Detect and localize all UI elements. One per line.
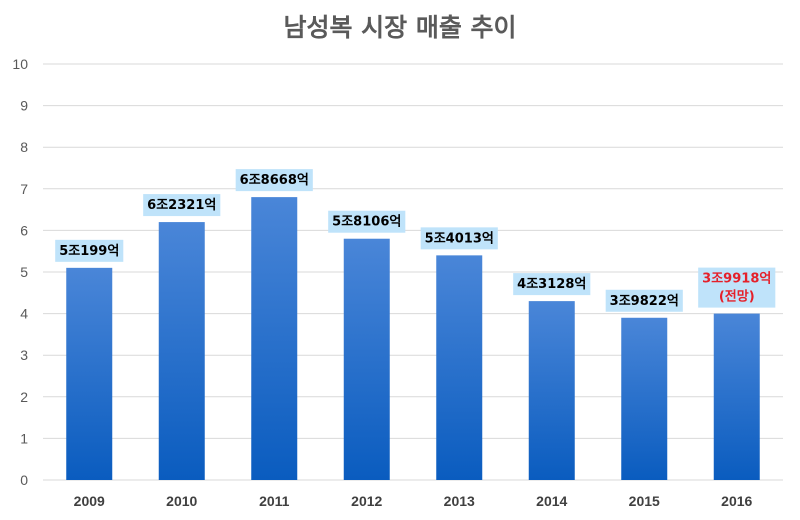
data-label-text: 4조3128억 (517, 277, 586, 292)
chart-title: 남성복 시장 매출 추이 (283, 13, 516, 42)
bar-2011 (251, 197, 298, 480)
x-tick-label: 2011 (259, 493, 290, 509)
y-tick-label: 2 (20, 389, 28, 405)
data-label-background (698, 267, 776, 308)
y-tick-label: 10 (12, 56, 28, 72)
y-tick-label: 6 (20, 222, 28, 238)
data-label-text: 3조9822억 (610, 294, 679, 309)
bar-2013 (436, 255, 483, 480)
data-label-background (513, 273, 591, 296)
x-tick-label: 2016 (721, 493, 752, 509)
x-tick-label: 2014 (536, 493, 567, 509)
y-axis-ticks: 0 1 2 3 4 5 6 7 8 9 10 (12, 56, 28, 488)
y-tick-label: 7 (20, 181, 28, 197)
x-tick-label: 2012 (351, 493, 382, 509)
data-label-background (235, 169, 313, 192)
y-tick-label: 4 (20, 306, 28, 322)
y-tick-label: 3 (20, 347, 28, 363)
x-tick-label: 2010 (166, 493, 197, 509)
data-label-background (55, 239, 124, 262)
data-labels: 5조199억 6조2321억 6조8668억 5조8106억 5조4013억 4조3128… (55, 169, 776, 312)
data-label-2011: 6조8668억 (235, 169, 313, 192)
x-tick-label: 2009 (74, 493, 105, 509)
y-tick-label: 0 (20, 472, 28, 488)
data-label-2009: 5조199억 (55, 239, 124, 262)
x-tick-label: 2015 (629, 493, 660, 509)
data-label-text: 5조8106억 (332, 215, 401, 230)
bar-2010 (158, 222, 205, 480)
forecast-note: (전망) (719, 289, 755, 305)
data-label-2013: 5조4013억 (420, 227, 498, 250)
data-label-background (328, 210, 406, 233)
bar-2015 (621, 317, 668, 480)
data-label-2012: 5조8106억 (328, 210, 406, 233)
gridlines (43, 63, 783, 481)
bars (66, 197, 760, 480)
data-label-2016: 3조9918억 (전망) (698, 267, 776, 308)
data-label-background (605, 289, 683, 312)
data-label-2014: 4조3128억 (513, 273, 591, 296)
data-label-text: 5조4013억 (425, 231, 494, 246)
data-label-2010: 6조2321억 (143, 194, 221, 217)
data-label-text: 5조199억 (59, 244, 119, 259)
bar-2016 (713, 313, 760, 480)
x-axis-ticks: 2009 2010 2011 2012 2013 2014 2015 2016 (74, 493, 753, 509)
bar-2009 (66, 267, 113, 480)
data-label-2015: 3조9822억 (605, 289, 683, 312)
y-tick-label: 9 (20, 98, 28, 114)
bar-2012 (343, 238, 390, 480)
data-label-text: 6조8668억 (240, 173, 309, 188)
data-label-text: 3조9918억 (702, 272, 771, 287)
data-label-background (143, 194, 221, 217)
data-label-text: 6조2321억 (147, 198, 216, 213)
y-tick-label: 5 (20, 264, 28, 280)
x-tick-label: 2013 (444, 493, 475, 509)
y-tick-label: 1 (20, 430, 28, 446)
bar-2014 (528, 301, 575, 480)
data-label-background (420, 227, 498, 250)
y-tick-label: 8 (20, 139, 28, 155)
